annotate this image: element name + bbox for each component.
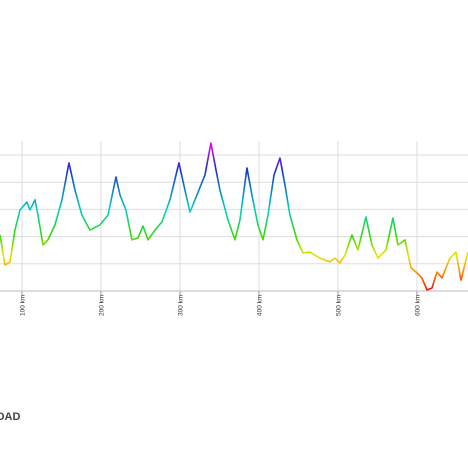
x-tick-label: 500 km xyxy=(335,295,342,316)
x-tick-label: 400 km xyxy=(256,295,263,316)
x-tick-label: 600 km xyxy=(414,295,421,316)
elevation-line xyxy=(0,142,468,291)
x-tick-label: 100 km xyxy=(19,295,26,316)
logo: OAD xyxy=(0,411,21,423)
x-tick-label: 200 km xyxy=(98,295,105,316)
x-tick-label: 300 km xyxy=(177,295,184,316)
